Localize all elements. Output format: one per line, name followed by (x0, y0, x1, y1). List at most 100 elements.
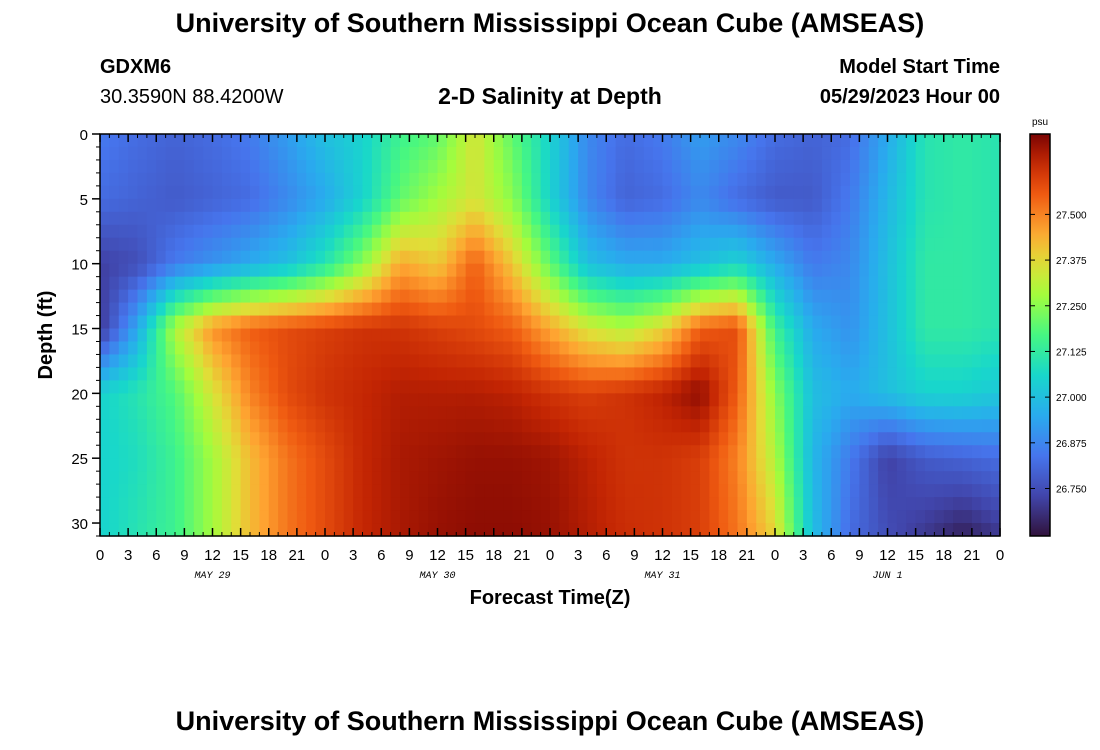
heatmap-cell (981, 432, 992, 446)
heatmap-cell (728, 484, 739, 498)
heatmap-cell (503, 159, 514, 174)
heatmap-cell (278, 523, 289, 537)
heatmap-cell (850, 224, 860, 239)
heatmap-cell (784, 134, 795, 148)
heatmap-cell (400, 380, 410, 394)
heatmap-cell (418, 250, 429, 265)
heatmap-cell (465, 146, 476, 161)
heatmap-cell (334, 159, 345, 174)
heatmap-cell (521, 484, 532, 498)
heatmap-cell (906, 393, 917, 407)
heatmap-cell (493, 367, 504, 381)
heatmap-cell (212, 471, 223, 485)
heatmap-cell (962, 445, 973, 459)
heatmap-cell (915, 367, 926, 381)
heatmap-cell (700, 510, 710, 524)
heatmap-cell (596, 237, 607, 252)
heatmap-cell (559, 185, 570, 200)
heatmap-cell (193, 458, 204, 472)
heatmap-cell (334, 380, 345, 394)
heatmap-cell (400, 172, 410, 187)
heatmap-cell (925, 510, 935, 524)
heatmap-cell (625, 497, 635, 511)
heatmap-cell (109, 198, 120, 213)
heatmap-cell (896, 471, 907, 485)
heatmap-cell (381, 211, 392, 226)
heatmap-cell (896, 185, 907, 200)
heatmap-cell (184, 185, 195, 200)
heatmap-cell (606, 159, 617, 174)
heatmap-cell (821, 445, 832, 459)
heatmap-cell (643, 497, 654, 511)
x-tick-label: 18 (260, 547, 277, 564)
heatmap-cell (906, 172, 917, 187)
heatmap-cell (221, 302, 232, 317)
heatmap-cell (296, 185, 307, 200)
heatmap-cell (606, 419, 617, 433)
heatmap-cell (550, 159, 560, 174)
heatmap-cell (671, 172, 682, 187)
heatmap-cell (990, 458, 1001, 472)
heatmap-cell (606, 497, 617, 511)
heatmap-cell (840, 458, 851, 472)
heatmap-cell (625, 328, 635, 343)
heatmap-cell (559, 445, 570, 459)
heatmap-cell (681, 484, 692, 498)
heatmap-cell (287, 406, 298, 420)
heatmap-cell (400, 484, 410, 498)
heatmap-cell (325, 185, 335, 200)
heatmap-cell (353, 523, 364, 537)
heatmap-cell (850, 432, 860, 446)
heatmap-cell (418, 445, 429, 459)
heatmap-cell (315, 458, 326, 472)
heatmap-cell (250, 250, 260, 265)
heatmap-cell (981, 302, 992, 317)
heatmap-cell (803, 185, 814, 200)
heatmap-cell (475, 445, 485, 459)
heatmap-cell (146, 146, 157, 161)
heatmap-cell (437, 484, 448, 498)
heatmap-cell (362, 432, 373, 446)
heatmap-cell (400, 328, 410, 343)
station-id: GDXM6 (100, 56, 172, 78)
heatmap-cell (250, 302, 260, 317)
heatmap-cell (362, 445, 373, 459)
heatmap-cell (156, 432, 167, 446)
heatmap-cell (184, 458, 195, 472)
heatmap-cell (278, 497, 289, 511)
heatmap-cell (718, 497, 729, 511)
heatmap-cell (250, 146, 260, 161)
heatmap-cell (587, 134, 598, 148)
heatmap-cell (362, 172, 373, 187)
heatmap-cell (700, 328, 710, 343)
heatmap-cell (831, 406, 842, 420)
heatmap-cell (859, 354, 870, 369)
heatmap-cell (971, 276, 982, 291)
heatmap-cell (465, 172, 476, 187)
heatmap-cell (156, 328, 167, 343)
heatmap-cell (315, 302, 326, 317)
heatmap-cell (868, 328, 879, 343)
heatmap-cell (184, 341, 195, 356)
heatmap-cell (765, 471, 776, 485)
heatmap-cell (475, 328, 485, 343)
heatmap-cell (578, 172, 589, 187)
heatmap-cell (737, 393, 748, 407)
heatmap-cell (568, 302, 579, 317)
heatmap-cell (493, 289, 504, 304)
heatmap-cell (446, 250, 457, 265)
heatmap-cell (559, 393, 570, 407)
heatmap-cell (428, 263, 439, 278)
heatmap-cell (943, 315, 954, 330)
heatmap-cell (728, 432, 739, 446)
heatmap-cell (784, 484, 795, 498)
heatmap-cell (437, 289, 448, 304)
heatmap-cell (362, 458, 373, 472)
heatmap-cell (259, 159, 270, 174)
heatmap-cell (934, 276, 945, 291)
heatmap-cell (184, 289, 195, 304)
heatmap-cell (540, 250, 551, 265)
heatmap-cell (953, 315, 964, 330)
heatmap-cell (137, 302, 148, 317)
heatmap-cell (137, 393, 148, 407)
